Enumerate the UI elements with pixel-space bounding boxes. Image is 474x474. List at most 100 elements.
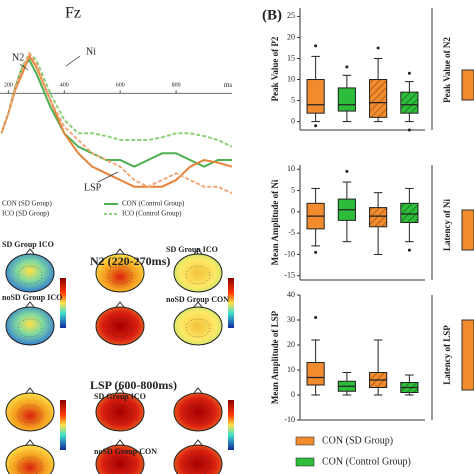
- outlier: [314, 124, 318, 128]
- topomap-head: [95, 253, 145, 293]
- y-tick-label: 5: [291, 95, 295, 104]
- topomap-head: [5, 444, 55, 474]
- topomap-nose: [115, 439, 125, 446]
- topomap-contour: [17, 265, 43, 285]
- outlier: [314, 44, 318, 48]
- box: [369, 207, 388, 228]
- topomap-head: [5, 392, 55, 432]
- x-tick-label: 400: [60, 83, 69, 89]
- topomap-nose: [25, 301, 35, 308]
- box: [306, 362, 325, 386]
- topomap-head: [173, 392, 223, 432]
- topomap-nose: [193, 301, 203, 308]
- y-tick-label: 0: [291, 116, 295, 125]
- topomap-label: SD Group ICO: [166, 245, 218, 254]
- topomap-label: SD Group ICO: [2, 240, 54, 249]
- colorbar: [228, 278, 234, 328]
- y-tick-label: -5: [288, 228, 295, 237]
- y-tick-label: -15: [284, 271, 295, 280]
- topomap-label: SD Group ICO: [94, 392, 146, 401]
- cut-axis-label: Latency of Ni: [442, 199, 452, 251]
- outlier: [376, 46, 380, 50]
- y-axis-label: Mean Amplitude of LSP: [270, 310, 280, 404]
- topomap-contour: [107, 456, 133, 474]
- outlier: [314, 250, 318, 254]
- x-tick-label: 200: [4, 83, 13, 89]
- outlier: [345, 65, 349, 69]
- cut-box: [461, 319, 474, 391]
- topomap-head: [95, 392, 145, 432]
- y-tick-label: 25: [287, 11, 295, 20]
- series-line: [0, 58, 232, 168]
- topomap-head: [5, 306, 55, 346]
- box: [369, 79, 388, 118]
- topomap-nose: [115, 301, 125, 308]
- cut-axis-label: Peak Value of N2: [442, 37, 452, 103]
- chart-title: Fz: [65, 5, 81, 22]
- topomaps: [5, 248, 223, 474]
- topomap-nose: [25, 439, 35, 446]
- y-tick-label: 0: [291, 390, 295, 399]
- topomap-nose: [115, 387, 125, 394]
- topomap-label: noSD Group ICO: [2, 293, 62, 302]
- topomap-contour: [107, 318, 133, 338]
- y-tick-label: 10: [287, 365, 295, 374]
- cut-box: [461, 69, 474, 101]
- topomap-contour: [107, 265, 133, 285]
- topomap-head: [5, 253, 55, 293]
- topomap-nose: [193, 439, 203, 446]
- y-tick-label: 20: [287, 32, 295, 41]
- topomap-contour: [17, 318, 43, 338]
- y-tick-label: -10: [284, 415, 295, 424]
- cut-box: [461, 209, 474, 251]
- y-tick-label: 20: [287, 340, 295, 349]
- topomap-nose: [193, 387, 203, 394]
- y-tick-label: 30: [287, 315, 295, 324]
- x-tick-label: 800: [172, 83, 181, 89]
- topomap-head: [173, 444, 223, 474]
- annotation: LSP: [84, 182, 102, 193]
- y-axis-label: Peak Value of P2: [270, 36, 280, 101]
- topomap-nose: [25, 248, 35, 255]
- topomap-head: [173, 253, 223, 293]
- topomap-nose: [115, 248, 125, 255]
- legend-label: ICO (SD Group): [2, 210, 50, 218]
- outlier: [407, 71, 411, 75]
- y-tick-label: 5: [291, 185, 295, 194]
- box: [337, 87, 356, 112]
- section-heading: N2 (220-270ms): [90, 254, 170, 268]
- topomap-nose: [25, 387, 35, 394]
- series-line: [0, 51, 233, 195]
- legend-label: CON (SD Group): [322, 435, 393, 446]
- legend-swatch: [295, 457, 315, 467]
- cut-axis-label: Latency of LSP: [442, 325, 452, 385]
- annotation: Ni: [86, 46, 96, 57]
- annotation-arrow: [19, 63, 29, 71]
- topomap-head: [95, 306, 145, 346]
- topomap-head: [173, 306, 223, 346]
- y-tick-label: -10: [284, 249, 295, 258]
- x-axis-label: ms: [224, 81, 232, 89]
- series-line: [0, 53, 233, 188]
- annotation-arrow: [65, 55, 81, 67]
- topomap-label: noSD Group CON: [166, 295, 229, 304]
- colorbar: [228, 400, 234, 450]
- outlier: [407, 248, 411, 252]
- y-tick-label: 0: [291, 207, 295, 216]
- panel-label: (B): [262, 7, 282, 23]
- legend-label: ICO (Control Group): [122, 210, 182, 218]
- box: [306, 79, 325, 114]
- y-tick-label: 15: [287, 53, 295, 62]
- topomap-contour: [185, 318, 211, 338]
- annotation-arrow: [97, 171, 119, 183]
- outlier: [314, 316, 318, 319]
- y-tick-label: 40: [287, 290, 295, 299]
- y-axis-label: Mean Amplitude of Ni: [270, 179, 280, 265]
- outlier: [345, 169, 349, 173]
- y-tick-label: 10: [287, 74, 295, 83]
- legend-label: CON (Control Group): [122, 200, 185, 208]
- y-tick-label: 10: [287, 164, 295, 173]
- legend-label: CON (SD Group): [2, 200, 52, 208]
- topomap-contour: [185, 265, 211, 285]
- legend-label: CON (Control Group): [322, 456, 411, 467]
